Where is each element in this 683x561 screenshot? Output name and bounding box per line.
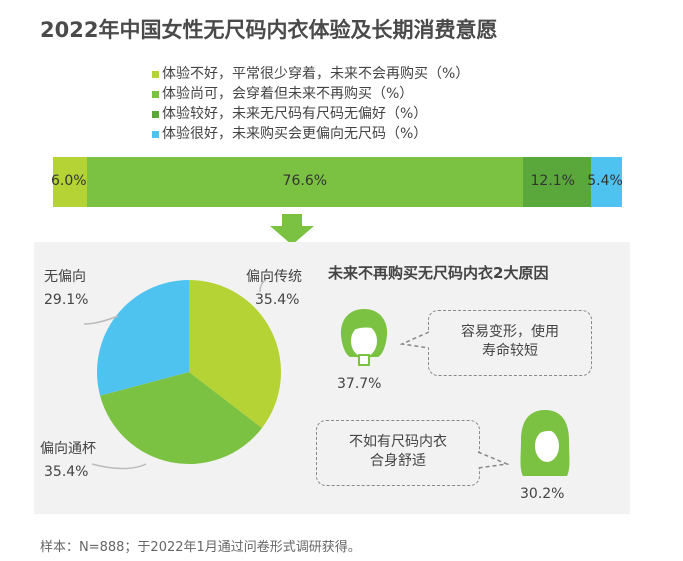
reason-text-line: 容易变形，使用 [461, 324, 559, 340]
legend-item: 体验很好，未来购买会更偏向无尺码（%） [152, 124, 469, 144]
bar-segment: 6.0% [51, 157, 88, 207]
legend-item: 体验不好，平常很少穿着，未来不会再购买（%） [152, 64, 469, 84]
footer-note: 样本：N=888；于2022年1月通过问卷形式调研获得。 [40, 540, 361, 555]
reasons-title: 未来不再购买无尺码内衣2大原因 [328, 264, 549, 282]
pie-slice [189, 280, 281, 429]
reason-bubble: 不如有尺码内衣 合身舒适 [316, 420, 480, 486]
short-hair-woman-icon [340, 309, 388, 366]
reason-text-line: 不如有尺码内衣 [349, 434, 447, 450]
legend-label: 体验较好，未来无尺码有尺码无偏好（%） [162, 106, 428, 122]
chart-title: 2022年中国女性无尺码内衣体验及长期消费意愿 [40, 18, 498, 42]
pie-leader-line [83, 315, 119, 325]
legend-label: 体验尚可，会穿着但未来不再购买（%） [162, 86, 414, 102]
legend-item: 体验尚可，会穿着但未来不再购买（%） [152, 84, 469, 104]
legend-swatch [152, 70, 159, 78]
reason-text-line: 合身舒适 [370, 453, 426, 469]
legend-swatch [152, 90, 159, 98]
pie-label-name: 无偏向 [44, 269, 86, 285]
reason-pct: 30.2% [520, 486, 565, 502]
pie-chart [83, 279, 281, 470]
bubble-tail [400, 331, 430, 349]
legend-label: 体验很好，未来购买会更偏向无尺码（%） [162, 126, 428, 142]
pie-label-value: 35.4% [255, 292, 300, 308]
legend-swatch [152, 130, 159, 138]
reason-pct: 37.7% [337, 376, 382, 392]
pie-label-name: 偏向通杯 [40, 441, 96, 457]
long-hair-woman-icon [520, 410, 570, 476]
pie-label-value: 35.4% [44, 464, 89, 480]
pie-slice [100, 372, 262, 464]
legend-item: 体验较好，未来无尺码有尺码无偏好（%） [152, 104, 469, 124]
bar-segment: 76.6% [87, 157, 523, 207]
bar-segment-label: 6.0% [51, 173, 87, 189]
reason-text-line: 寿命较短 [482, 343, 538, 359]
pie-label-value: 29.1% [44, 292, 89, 308]
bar-segment-label: 12.1% [530, 173, 575, 189]
bubble-tail [477, 451, 509, 469]
bar-segment-label: 5.4% [587, 173, 623, 189]
reason-bubble: 容易变形，使用 寿命较短 [428, 310, 592, 376]
bar-segment: 12.1% [522, 157, 592, 207]
bar-segment: 5.4% [587, 157, 623, 207]
pie-slice [97, 280, 189, 396]
down-arrow-icon [270, 214, 314, 245]
legend-swatch [152, 110, 159, 118]
legend-label: 体验不好，平常很少穿着，未来不会再购买（%） [162, 66, 470, 82]
pie-leader-line [91, 463, 147, 470]
legend: 体验不好，平常很少穿着，未来不会再购买（%） 体验尚可，会穿着但未来不再购买（%… [152, 64, 469, 144]
stacked-bar: 6.0% 76.6% 12.1% 5.4% [51, 157, 623, 207]
pie-label-name: 偏向传统 [246, 269, 302, 285]
bar-segment-label: 76.6% [282, 173, 328, 189]
pie-leader-line [259, 279, 267, 293]
